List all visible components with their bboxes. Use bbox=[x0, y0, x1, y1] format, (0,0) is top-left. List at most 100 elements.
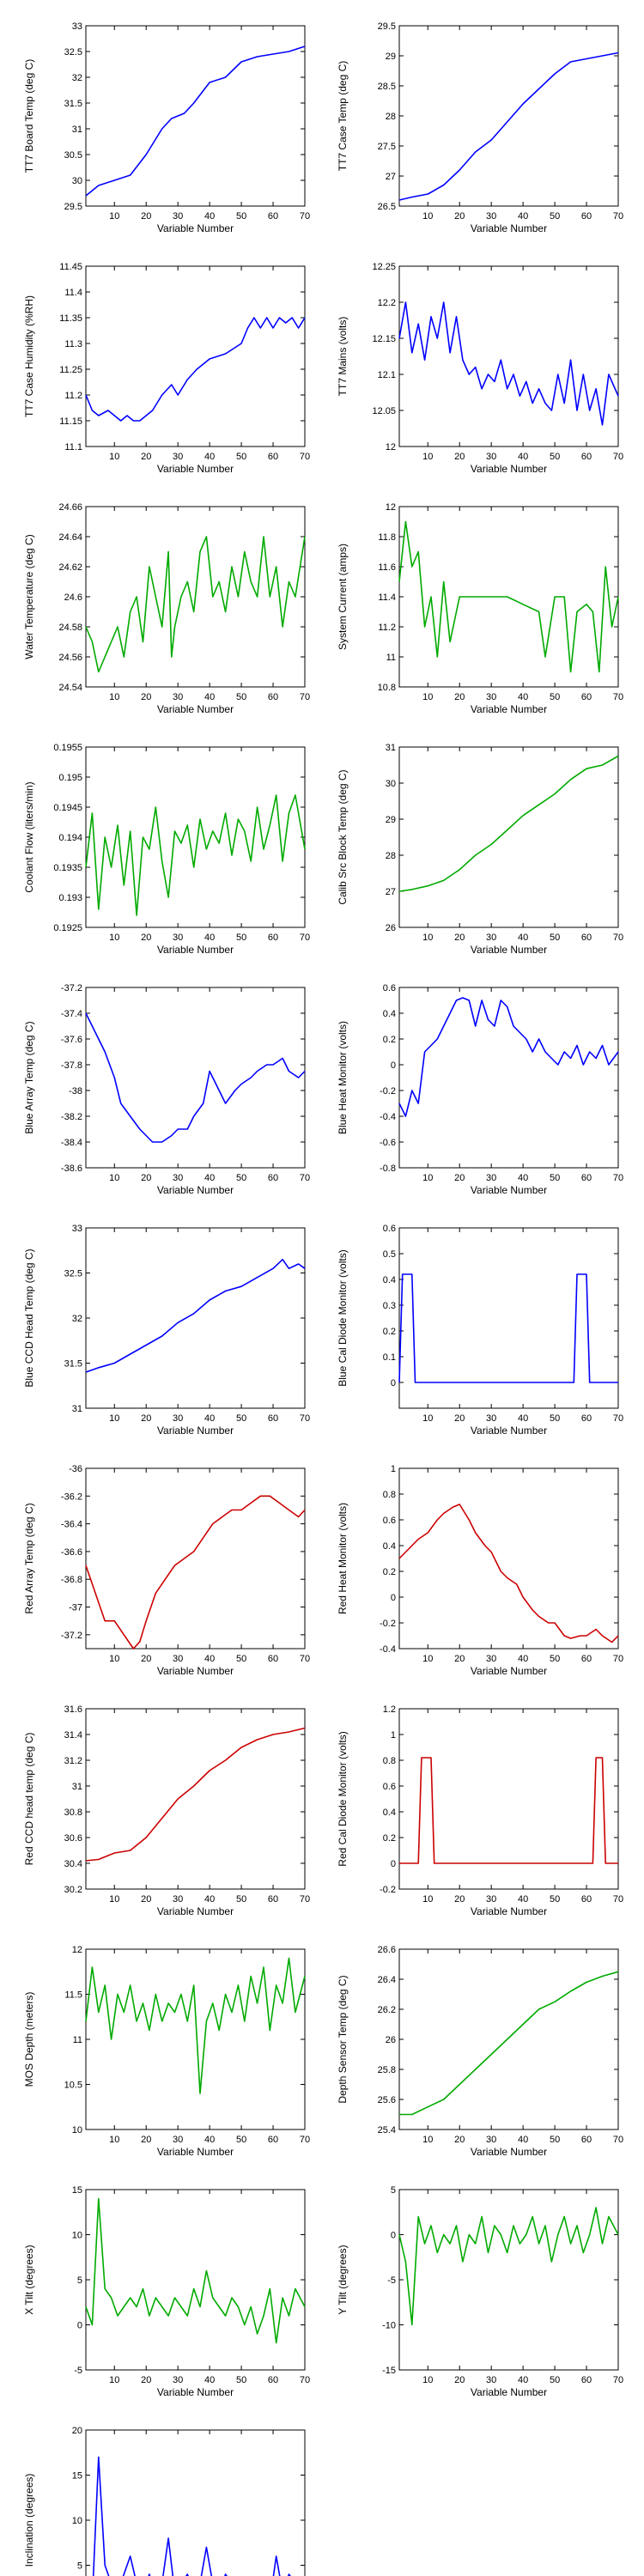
subplot-8: 10 20 30 40 50 60 70 26 27 28 29 30 31 Variable Numbe… bbox=[337, 743, 623, 956]
plot-frame bbox=[85, 1227, 306, 1409]
x-tick-label: 70 bbox=[613, 1413, 623, 1424]
x-tick-label: 30 bbox=[173, 2375, 183, 2385]
y-tick-label: 24.64 bbox=[58, 532, 82, 543]
x-axis-label: Variable Number bbox=[157, 1665, 234, 1677]
y-tick-label: 10 bbox=[72, 2231, 82, 2241]
y-tick-label: 32 bbox=[72, 1314, 82, 1324]
x-tick-label: 50 bbox=[236, 933, 246, 943]
x-tick-label: 60 bbox=[268, 933, 278, 943]
x-tick-label: 50 bbox=[550, 1173, 560, 1183]
y-tick-label: 0.2 bbox=[383, 1567, 396, 1577]
y-tick-label: 0.5 bbox=[383, 1249, 396, 1260]
y-tick-label: -38.4 bbox=[61, 1138, 82, 1148]
y-tick-label: 11.2 bbox=[64, 391, 82, 401]
series-line bbox=[85, 1495, 306, 1649]
plot-frame bbox=[85, 2429, 306, 2576]
y-tick-label: 0.194 bbox=[58, 833, 82, 843]
y-tick-label: 24.54 bbox=[58, 683, 82, 693]
y-tick-label: 0 bbox=[391, 1060, 396, 1071]
x-tick-label: 10 bbox=[422, 2375, 433, 2385]
x-tick-label: 10 bbox=[422, 1894, 433, 1905]
y-tick-label: 32.5 bbox=[64, 1269, 82, 1279]
y-tick-label: 26.2 bbox=[378, 2005, 396, 2015]
x-tick-label: 70 bbox=[613, 1654, 623, 1664]
y-tick-label: 30 bbox=[72, 176, 82, 186]
y-tick-label: 11.2 bbox=[378, 623, 396, 633]
y-axis-label: X Tilt (degrees) bbox=[23, 2245, 35, 2314]
subplot-2: 10 20 30 40 50 60 70 26.5 27 27.5 28 28.5 29 29.5 Vari… bbox=[337, 21, 623, 234]
x-tick-label: 30 bbox=[486, 1654, 496, 1664]
y-tick-label: 0.193 bbox=[58, 893, 82, 903]
x-tick-label: 10 bbox=[109, 452, 119, 462]
y-axis-label: Inclination (degrees) bbox=[23, 2474, 35, 2567]
x-tick-label: 40 bbox=[204, 211, 215, 222]
y-tick-label: 10 bbox=[72, 2125, 82, 2136]
x-tick-label: 30 bbox=[486, 211, 496, 222]
x-tick-label: 50 bbox=[550, 2135, 560, 2145]
y-tick-label: 0 bbox=[77, 2321, 82, 2331]
x-tick-label: 70 bbox=[300, 1654, 310, 1664]
y-tick-label: 26.6 bbox=[378, 1945, 396, 1955]
y-tick-label: 0.2 bbox=[383, 1035, 396, 1045]
x-tick-label: 40 bbox=[204, 1654, 215, 1664]
y-tick-label: 32.5 bbox=[64, 47, 82, 58]
y-tick-label: 0.3 bbox=[383, 1301, 396, 1311]
x-tick-label: 30 bbox=[486, 2375, 496, 2385]
y-tick-label: -0.2 bbox=[380, 1086, 396, 1097]
x-tick-label: 70 bbox=[613, 452, 623, 462]
y-tick-label: 29 bbox=[386, 815, 396, 825]
y-tick-label: 10.8 bbox=[378, 683, 396, 693]
x-tick-label: 30 bbox=[173, 1654, 183, 1664]
y-tick-label: 0.6 bbox=[383, 1224, 396, 1234]
x-tick-label: 50 bbox=[550, 211, 560, 222]
x-tick-label: 20 bbox=[141, 1173, 151, 1183]
y-tick-label: 31.4 bbox=[64, 1730, 82, 1741]
x-tick-label: 30 bbox=[486, 2135, 496, 2145]
x-tick-label: 70 bbox=[613, 1894, 623, 1905]
subplot-3: 10 20 30 40 50 60 70 11.1 11.15 11.2 11.25 11.3 11.3… bbox=[23, 262, 310, 475]
y-tick-label: 0.4 bbox=[383, 1541, 396, 1552]
y-tick-label: 28 bbox=[386, 112, 396, 122]
x-tick-label: 20 bbox=[454, 211, 465, 222]
y-tick-label: -0.2 bbox=[380, 1885, 396, 1895]
x-tick-label: 30 bbox=[486, 1894, 496, 1905]
series-line bbox=[398, 301, 619, 426]
y-tick-label: 5 bbox=[77, 2561, 82, 2572]
y-tick-label: 0.1935 bbox=[53, 863, 82, 873]
x-tick-label: 40 bbox=[204, 2375, 215, 2385]
y-tick-label: 15 bbox=[72, 2471, 82, 2482]
y-tick-label: 25.8 bbox=[378, 2065, 396, 2075]
x-tick-label: 40 bbox=[518, 211, 528, 222]
x-tick-label: 20 bbox=[454, 692, 465, 702]
y-tick-label: 11.35 bbox=[59, 313, 82, 324]
y-tick-label: 0.1955 bbox=[53, 743, 82, 753]
x-tick-label: 40 bbox=[518, 2135, 528, 2145]
y-tick-label: 31 bbox=[72, 1782, 82, 1792]
y-tick-label: 27 bbox=[386, 172, 396, 182]
x-tick-label: 30 bbox=[173, 692, 183, 702]
series-line bbox=[398, 1273, 618, 1383]
series-line bbox=[398, 997, 619, 1117]
plot-frame bbox=[85, 2189, 306, 2371]
series-line bbox=[85, 1957, 306, 2094]
plot-frame bbox=[398, 1708, 619, 1890]
y-tick-label: 0.1945 bbox=[53, 803, 82, 813]
y-tick-label: 31.5 bbox=[64, 99, 82, 109]
plot-frame bbox=[85, 1708, 306, 1890]
x-tick-label: 50 bbox=[550, 692, 560, 702]
y-tick-label: 26 bbox=[386, 2035, 396, 2045]
x-tick-label: 70 bbox=[300, 1894, 310, 1905]
x-tick-label: 20 bbox=[454, 2375, 465, 2385]
y-tick-label: 26.4 bbox=[378, 1975, 396, 1985]
y-tick-label: -10 bbox=[382, 2321, 396, 2331]
x-tick-label: 20 bbox=[141, 692, 151, 702]
subplot-13: 10 20 30 40 50 60 70 -36 -36.2 -36.4 -36.6 -36.8 -37… bbox=[23, 1464, 310, 1677]
x-axis-label: Variable Number bbox=[157, 944, 234, 956]
x-tick-label: 50 bbox=[550, 452, 560, 462]
x-axis-label: Variable Number bbox=[157, 1184, 234, 1196]
subplot-12: 10 20 30 40 50 60 70 0 0.1 0.2 0.3 0.4 0.5 0.6 Variabl… bbox=[337, 1224, 623, 1437]
x-axis-label: Variable Number bbox=[471, 1184, 547, 1196]
y-tick-label: 20 bbox=[72, 2426, 82, 2436]
x-tick-label: 10 bbox=[422, 1654, 433, 1664]
